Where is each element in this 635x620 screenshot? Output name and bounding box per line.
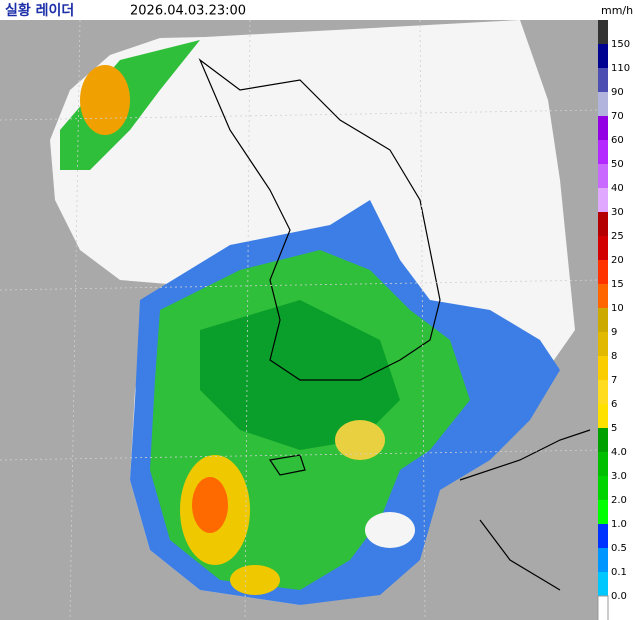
rain-area-core	[200, 300, 400, 450]
legend-label: 40	[611, 183, 624, 194]
legend-swatch	[598, 164, 608, 189]
rain-area-north	[60, 40, 200, 170]
legend-swatch	[598, 260, 608, 285]
legend-label: 0.5	[611, 543, 627, 554]
legend-swatch	[598, 332, 608, 357]
legend-swatch	[598, 92, 608, 117]
legend-label: 1.0	[611, 519, 627, 530]
legend-label: 15	[611, 279, 624, 290]
legend-swatch	[598, 188, 608, 213]
legend-swatch	[598, 548, 608, 573]
legend-label: 30	[611, 207, 624, 218]
legend-label: 3.0	[611, 471, 627, 482]
timestamp: 2026.04.03.23:00	[130, 4, 246, 19]
rain-cell	[230, 565, 280, 595]
legend-swatch	[598, 212, 608, 237]
legend-label: 110	[611, 63, 630, 74]
coastlines	[198, 58, 591, 591]
legend-swatch	[598, 500, 608, 525]
legend-label: 25	[611, 231, 624, 242]
legend-swatch	[598, 44, 608, 69]
legend-label: 10	[611, 303, 624, 314]
legend-label: 150	[611, 39, 630, 50]
legend-swatch	[598, 20, 608, 45]
legend-label: 90	[611, 87, 624, 98]
legend-swatch	[598, 284, 608, 309]
map	[0, 19, 599, 620]
legend-swatch	[598, 116, 608, 141]
legend: 150 110 90 70 60 50 40 30 25 20 15 10 9 8 7 6 5 4.0 3.0 2.0…	[597, 20, 630, 620]
graticule	[0, 19, 599, 620]
legend-label: 0.1	[611, 567, 627, 578]
clear-gap	[365, 512, 415, 548]
legend-swatch	[598, 404, 608, 429]
rain-cell	[80, 65, 130, 135]
legend-swatch	[598, 524, 608, 549]
legend-label: 5	[611, 423, 617, 434]
legend-swatch	[598, 236, 608, 261]
legend-swatch	[598, 428, 608, 453]
legend-label: 2.0	[611, 495, 627, 506]
legend-label: 6	[611, 399, 617, 410]
legend-swatch	[598, 452, 608, 477]
legend-label: 70	[611, 111, 624, 122]
unit: mm/h	[601, 4, 633, 17]
legend-swatch	[598, 68, 608, 93]
legend-label: 20	[611, 255, 624, 266]
legend-swatch	[597, 595, 609, 620]
legend-label: 7	[611, 375, 617, 386]
rain-cell	[335, 420, 385, 460]
legend-swatch	[598, 476, 608, 501]
legend-label: 9	[611, 327, 617, 338]
legend-swatch	[598, 572, 608, 597]
legend-swatch	[598, 380, 608, 405]
legend-label: 4.0	[611, 447, 627, 458]
title: 실황 레이더	[5, 2, 74, 19]
legend-swatch	[598, 308, 608, 333]
rain-cell	[192, 477, 228, 533]
legend-label: 8	[611, 351, 617, 362]
legend-swatch	[598, 356, 608, 381]
legend-label: 50	[611, 159, 624, 170]
legend-label: 0.0	[611, 591, 627, 602]
legend-swatch	[598, 140, 608, 165]
legend-label: 60	[611, 135, 624, 146]
